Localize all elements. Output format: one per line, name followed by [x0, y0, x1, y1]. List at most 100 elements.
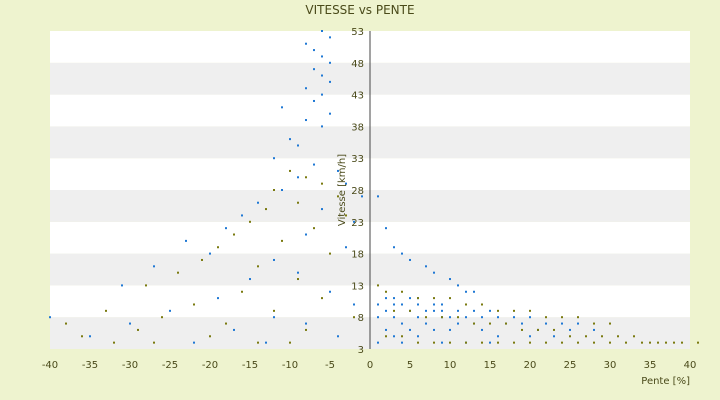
data-point-series-1: [401, 252, 403, 255]
data-point-series-1: [353, 220, 355, 223]
data-point-series-2: [425, 316, 427, 319]
data-point-series-1: [521, 322, 523, 325]
data-point-series-2: [409, 309, 411, 312]
data-point-series-2: [233, 233, 235, 236]
data-point-series-2: [161, 316, 163, 319]
data-point-series-1: [409, 258, 411, 261]
data-point-series-1: [417, 303, 419, 306]
data-point-series-2: [665, 341, 667, 344]
data-point-series-2: [625, 341, 627, 344]
data-point-series-1: [433, 309, 435, 312]
data-point-series-1: [273, 258, 275, 261]
x-axis-label: Pente [%]: [641, 376, 690, 387]
data-point-series-2: [193, 303, 195, 306]
data-point-series-1: [273, 157, 275, 160]
data-point-series-1: [377, 195, 379, 198]
data-point-series-1: [281, 106, 283, 109]
data-point-series-1: [329, 36, 331, 39]
data-point-series-2: [273, 189, 275, 191]
data-point-series-1: [465, 316, 467, 319]
data-point-series-1: [425, 265, 427, 268]
data-point-series-2: [81, 335, 83, 338]
data-point-series-1: [441, 309, 443, 312]
data-point-series-1: [89, 335, 91, 338]
data-point-series-1: [393, 316, 395, 319]
data-point-series-2: [617, 335, 619, 338]
data-point-series-1: [377, 303, 379, 306]
data-point-series-1: [561, 322, 563, 325]
data-point-series-1: [473, 309, 475, 312]
data-point-series-2: [401, 335, 403, 338]
data-point-series-1: [329, 80, 331, 83]
data-point-series-1: [337, 335, 339, 338]
data-point-series-2: [537, 328, 539, 331]
x-tick-label: 40: [684, 360, 697, 371]
data-point-series-1: [361, 195, 363, 198]
data-point-series-2: [577, 316, 579, 319]
data-point-series-1: [225, 227, 227, 230]
data-point-series-2: [297, 201, 299, 204]
data-point-series-1: [345, 246, 347, 249]
data-point-series-2: [553, 328, 555, 331]
data-point-series-1: [321, 74, 323, 77]
data-point-series-2: [401, 290, 403, 293]
data-point-series-2: [577, 341, 579, 344]
data-point-series-1: [169, 309, 171, 312]
data-point-series-2: [305, 328, 307, 331]
data-point-series-2: [289, 169, 291, 172]
data-point-series-1: [297, 176, 299, 179]
x-tick-label: -15: [242, 360, 258, 371]
y-tick-label: 23: [351, 218, 364, 229]
data-point-series-2: [457, 316, 459, 319]
data-point-series-1: [401, 341, 403, 344]
data-point-series-1: [297, 271, 299, 274]
data-point-series-2: [529, 309, 531, 312]
data-point-series-2: [313, 227, 315, 230]
data-point-series-2: [353, 316, 355, 319]
data-point-series-2: [513, 309, 515, 312]
data-point-series-1: [441, 303, 443, 306]
data-point-series-1: [321, 125, 323, 128]
data-point-series-1: [337, 169, 339, 172]
data-point-series-1: [417, 316, 419, 319]
data-point-series-1: [473, 290, 475, 293]
data-point-series-2: [417, 341, 419, 344]
data-point-series-1: [321, 30, 323, 32]
data-point-series-1: [393, 335, 395, 338]
data-point-series-2: [481, 303, 483, 306]
x-axis-ticks: -40 -35 -30 -25 -20 -15 -10 -5 0 5 10 15 20 25 30 35 40: [42, 360, 697, 371]
data-point-series-1: [529, 335, 531, 338]
data-point-series-1: [281, 189, 283, 191]
data-point-series-1: [441, 341, 443, 344]
data-point-series-2: [345, 214, 347, 217]
data-point-series-1: [513, 316, 515, 319]
data-point-series-2: [545, 316, 547, 319]
data-point-series-2: [137, 328, 139, 331]
data-point-series-1: [457, 322, 459, 325]
data-point-series-2: [505, 322, 507, 325]
data-point-series-1: [385, 309, 387, 312]
data-point-series-2: [489, 322, 491, 325]
data-point-series-1: [209, 252, 211, 255]
y-tick-label: 48: [351, 59, 364, 70]
data-point-series-2: [289, 341, 291, 344]
data-point-series-2: [449, 341, 451, 344]
data-point-series-2: [257, 265, 259, 268]
data-point-series-1: [553, 335, 555, 338]
x-tick-label: 15: [484, 360, 497, 371]
data-point-series-2: [561, 316, 563, 319]
data-point-series-2: [681, 341, 683, 344]
data-point-series-2: [513, 341, 515, 344]
data-point-series-2: [417, 297, 419, 300]
y-tick-label: 53: [351, 27, 364, 38]
data-point-series-1: [265, 341, 267, 344]
data-point-series-2: [449, 297, 451, 300]
y-tick-label: 3: [358, 345, 364, 356]
data-point-series-2: [65, 322, 67, 325]
data-point-series-1: [321, 55, 323, 58]
x-tick-label: -30: [122, 360, 138, 371]
data-point-series-1: [497, 316, 499, 319]
data-point-series-1: [297, 144, 299, 147]
data-point-series-2: [225, 322, 227, 325]
data-point-series-1: [185, 239, 187, 242]
